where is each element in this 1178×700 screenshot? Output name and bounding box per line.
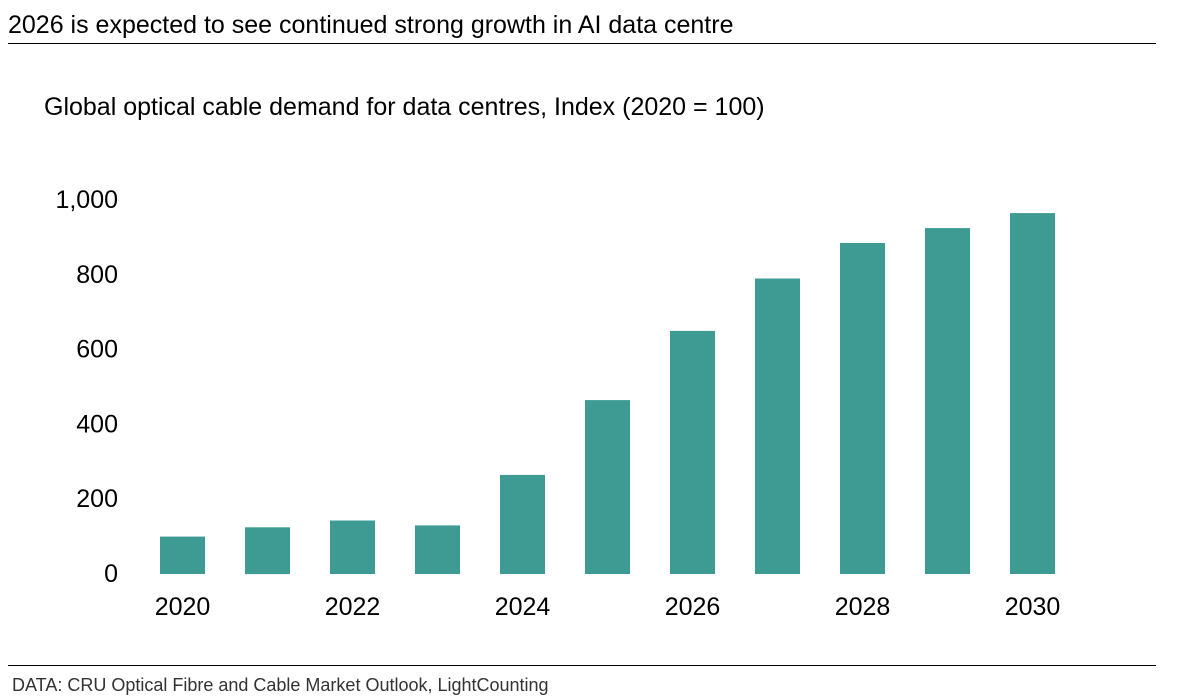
bar-2021 <box>245 527 290 575</box>
x-axis: 2020 2022 2024 2026 2028 2030 <box>155 593 1061 621</box>
source-note: DATA: CRU Optical Fibre and Cable Market… <box>12 675 549 695</box>
bar-2028 <box>840 243 885 574</box>
bar-2026 <box>670 330 715 574</box>
bottom-rule <box>8 665 1156 666</box>
y-tick-label: 0 <box>104 560 118 588</box>
y-axis: 0 200 400 600 800 1,000 <box>55 186 118 588</box>
y-tick-label: 800 <box>76 261 118 289</box>
bar-2022 <box>330 520 375 574</box>
bar-2020 <box>160 536 205 574</box>
chart-title: Global optical cable demand for data cen… <box>44 93 765 121</box>
bar-2023 <box>415 525 460 574</box>
bar-2027 <box>755 278 800 574</box>
bar-2025 <box>585 400 630 574</box>
x-tick-label: 2030 <box>1005 593 1061 621</box>
headline: 2026 is expected to see continued strong… <box>8 11 734 39</box>
bar-2024 <box>500 474 545 574</box>
y-tick-label: 200 <box>76 485 118 513</box>
bar-2029 <box>925 228 970 574</box>
bar-2030 <box>1010 213 1055 574</box>
y-tick-label: 600 <box>76 336 118 364</box>
top-rule <box>8 43 1156 44</box>
y-tick-label: 1,000 <box>55 186 118 214</box>
x-tick-label: 2020 <box>155 593 211 621</box>
y-tick-label: 400 <box>76 410 118 438</box>
bars <box>160 213 1055 575</box>
x-tick-label: 2022 <box>325 593 381 621</box>
x-tick-label: 2028 <box>835 593 891 621</box>
x-tick-label: 2024 <box>495 593 551 621</box>
x-tick-label: 2026 <box>665 593 721 621</box>
